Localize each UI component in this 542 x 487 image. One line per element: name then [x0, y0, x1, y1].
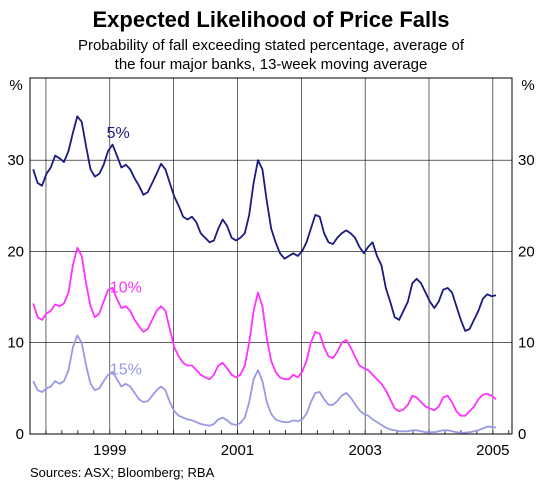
y-tick-label-right: 20: [518, 243, 535, 260]
series-label-2: 10%: [110, 280, 142, 297]
chart-subtitle-line-2: the four major banks, 13-week moving ave…: [115, 56, 428, 73]
x-tick-label: 1999: [93, 442, 126, 459]
series-label-1: 5%: [107, 125, 130, 142]
plot-frame: [29, 77, 513, 435]
y-tick-label-left: 30: [7, 152, 24, 169]
y-unit-right: %: [521, 77, 534, 94]
gridlines: [30, 78, 512, 434]
chart-title: Expected Likelihood of Price Falls: [93, 7, 450, 32]
series-label-3: 15%: [110, 362, 142, 379]
x-tick-label: 2003: [348, 442, 381, 459]
y-tick-label-right: 10: [518, 335, 535, 352]
series-line-1: [32, 115, 497, 332]
y-tick-label-left: 10: [7, 335, 24, 352]
y-tick-label-left: 0: [16, 426, 24, 443]
source-note: Sources: ASX; Bloomberg; RBA: [30, 465, 215, 480]
chart-subtitle-line-1: Probability of fall exceeding stated per…: [78, 37, 465, 54]
axis-ticks: 0 0 10 10 20 20 30 30 1999 2001 2003 2005: [7, 152, 534, 459]
series-line-2: [32, 246, 497, 417]
y-tick-label-left: 20: [7, 243, 24, 260]
series-line-3: [32, 334, 497, 434]
y-tick-label-right: 30: [518, 152, 535, 169]
y-unit-left: %: [9, 77, 22, 94]
x-tick-label: 2001: [221, 442, 254, 459]
x-tick-label: 2005: [476, 442, 509, 459]
series-lines: 5% 10% 15%: [32, 115, 497, 434]
y-tick-label-right: 0: [518, 426, 526, 443]
